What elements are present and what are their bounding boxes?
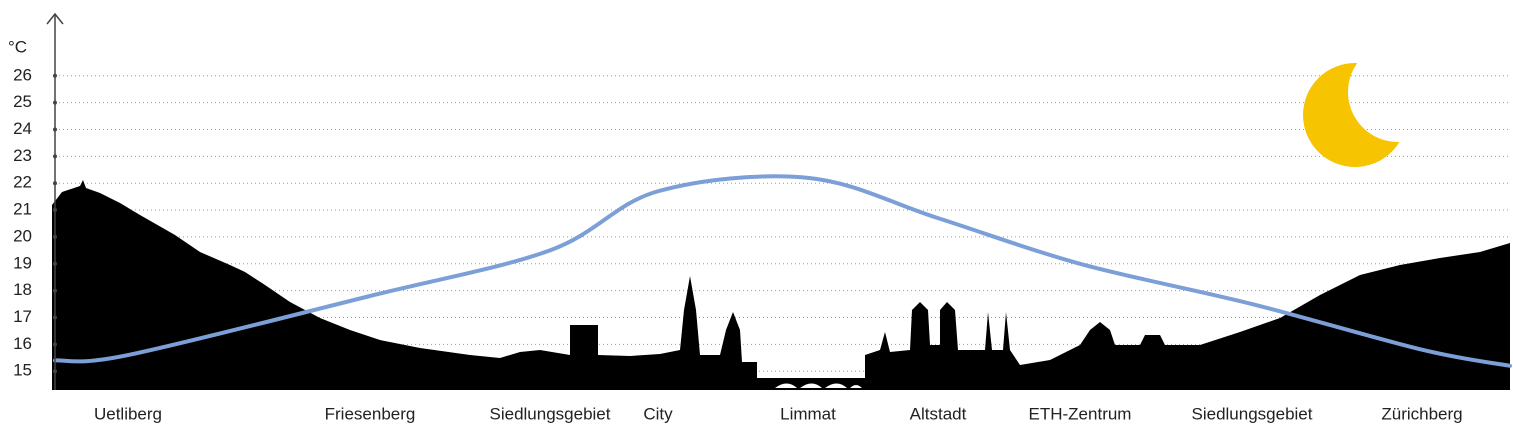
y-tick-label: 26 <box>13 65 32 84</box>
y-tick-label: 25 <box>13 92 32 111</box>
y-tick <box>53 288 57 293</box>
y-tick <box>53 181 57 186</box>
y-axis-label: °C <box>8 37 27 56</box>
y-tick-label: 15 <box>13 361 32 380</box>
x-tick-label: ETH-Zentrum <box>1029 404 1132 423</box>
x-tick-label: Friesenberg <box>325 404 416 423</box>
y-tick <box>53 100 57 105</box>
y-tick <box>53 127 57 132</box>
y-tick-label: 21 <box>13 200 32 219</box>
x-tick-label: Zürichberg <box>1381 404 1462 423</box>
x-tick-label: Altstadt <box>910 404 967 423</box>
y-tick <box>53 154 57 159</box>
y-tick <box>53 234 57 239</box>
y-tick-label: 22 <box>13 173 32 192</box>
y-tick-label: 17 <box>13 307 32 326</box>
y-tick <box>53 208 57 213</box>
x-tick-label: Siedlungsgebiet <box>1192 404 1313 423</box>
skyline <box>52 180 1510 390</box>
x-tick-label: Uetliberg <box>94 404 162 423</box>
y-tick <box>53 315 57 320</box>
x-tick-label: City <box>643 404 673 423</box>
x-tick-label: Limmat <box>780 404 836 423</box>
y-tick <box>53 342 57 347</box>
y-tick <box>53 369 57 374</box>
y-tick-label: 23 <box>13 146 32 165</box>
y-tick-label: 24 <box>13 119 32 138</box>
bridge <box>775 383 862 388</box>
x-tick-label: Siedlungsgebiet <box>490 404 611 423</box>
y-tick-label: 20 <box>13 226 32 245</box>
temperature-line <box>53 174 1512 368</box>
y-axis-arrow <box>46 12 64 25</box>
y-tick-label: 18 <box>13 280 32 299</box>
y-tick-label: 16 <box>13 334 32 353</box>
series <box>53 174 1512 368</box>
y-tick <box>53 261 57 266</box>
y-tick-label: 19 <box>13 253 32 272</box>
moon-icon <box>1303 63 1407 167</box>
y-tick <box>53 73 57 78</box>
